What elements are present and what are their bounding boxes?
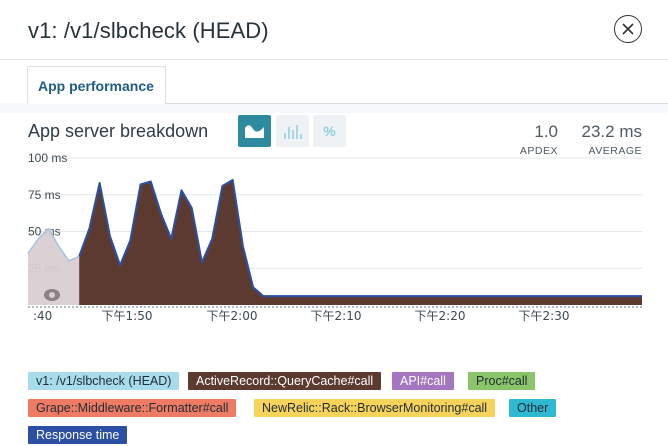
x-tick-label: 下午2:20 bbox=[415, 309, 466, 323]
tab-app-performance[interactable]: App performance bbox=[27, 66, 166, 104]
series-area-activerecord bbox=[79, 180, 642, 305]
series-line-response-time bbox=[78, 179, 642, 298]
bar-chart-toggle[interactable] bbox=[276, 115, 309, 147]
series-area-slbcheck bbox=[28, 228, 80, 305]
apdex-label: APDEX bbox=[519, 145, 558, 157]
x-tick-label: 下午2:00 bbox=[207, 309, 258, 323]
legend-item[interactable]: NewRelic::Rack::BrowserMonitoring#call bbox=[254, 399, 496, 417]
average-value: 23.2 ms bbox=[581, 122, 642, 141]
tab-divider bbox=[166, 103, 668, 104]
legend-item[interactable]: API#call bbox=[392, 372, 454, 390]
x-tick-label: 下午2:10 bbox=[311, 309, 362, 323]
area-chart-icon bbox=[245, 125, 264, 138]
bar-chart-icon bbox=[284, 125, 302, 139]
close-icon[interactable] bbox=[622, 23, 634, 35]
apdex-value: 1.0 bbox=[534, 122, 558, 141]
legend-item[interactable]: v1: /v1/slbcheck (HEAD) bbox=[28, 372, 180, 390]
area-chart-toggle[interactable] bbox=[238, 115, 271, 147]
legend-item[interactable]: ActiveRecord::QueryCache#call bbox=[188, 372, 382, 390]
percent-toggle[interactable]: % bbox=[313, 115, 346, 147]
tab-label: App performance bbox=[38, 78, 154, 94]
y-tick-label: 75 ms bbox=[28, 188, 61, 202]
x-tick-label: 下午1:50 bbox=[102, 309, 153, 323]
chart-title: App server breakdown bbox=[28, 121, 209, 141]
legend-item[interactable]: Grape::Middleware::Formatter#call bbox=[28, 399, 237, 417]
x-tick-label: 下午2:30 bbox=[519, 309, 570, 323]
legend-item[interactable]: Other bbox=[509, 399, 557, 417]
apdex-metric: 1.0 APDEX bbox=[490, 122, 558, 157]
average-metric: 23.2 ms AVERAGE bbox=[560, 122, 642, 157]
x-tick-label: :40 bbox=[33, 309, 52, 323]
y-tick-label: 100 ms bbox=[28, 151, 67, 165]
average-label: AVERAGE bbox=[588, 145, 642, 157]
close-button[interactable] bbox=[614, 15, 642, 43]
legend-item[interactable]: Response time bbox=[28, 426, 128, 444]
header-divider bbox=[0, 59, 668, 60]
eye-icon-pupil bbox=[49, 292, 55, 298]
legend-item[interactable]: Proc#call bbox=[468, 372, 536, 390]
modal-title: v1: /v1/slbcheck (HEAD) bbox=[28, 18, 269, 43]
